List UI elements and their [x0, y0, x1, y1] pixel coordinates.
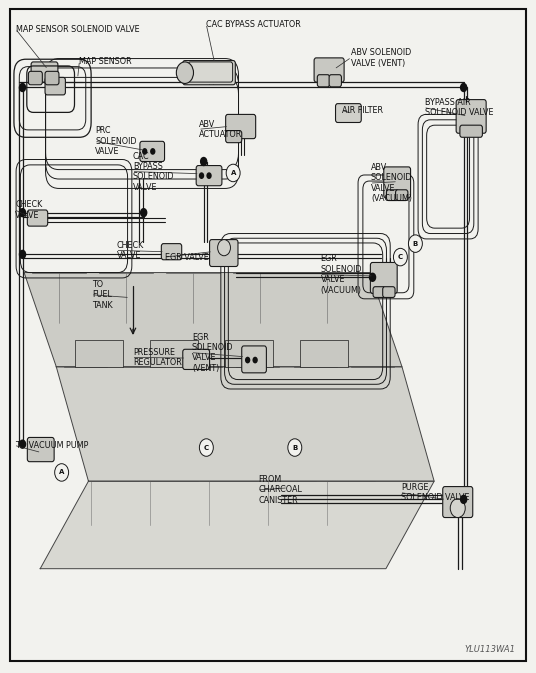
Text: C: C [398, 254, 403, 260]
FancyBboxPatch shape [210, 240, 238, 267]
Bar [300, 340, 348, 367]
Text: PRC
SOLENOID
VALVE: PRC SOLENOID VALVE [95, 127, 137, 156]
Text: CAC BYPASS ACTUATOR: CAC BYPASS ACTUATOR [206, 20, 301, 30]
Text: MAP SENSOR: MAP SENSOR [79, 57, 132, 67]
FancyBboxPatch shape [183, 61, 235, 85]
Text: ABV
SOLENOID
VALVE
(VACUUM): ABV SOLENOID VALVE (VACUUM) [371, 163, 412, 203]
Text: CHECK
VALVE: CHECK VALVE [117, 241, 144, 260]
Circle shape [288, 439, 302, 456]
FancyBboxPatch shape [396, 190, 408, 201]
FancyBboxPatch shape [314, 58, 344, 82]
Text: MAP SENSOR SOLENOID VALVE: MAP SENSOR SOLENOID VALVE [16, 25, 140, 34]
Circle shape [19, 250, 26, 259]
Text: C: C [204, 445, 209, 450]
Text: BYPASS AIR
SOLENOID VALVE: BYPASS AIR SOLENOID VALVE [425, 98, 493, 117]
Circle shape [55, 464, 69, 481]
FancyBboxPatch shape [370, 262, 397, 293]
Circle shape [150, 148, 155, 155]
Circle shape [450, 499, 465, 518]
Circle shape [19, 83, 26, 92]
Text: B: B [292, 445, 297, 450]
Circle shape [176, 62, 193, 83]
FancyBboxPatch shape [460, 125, 482, 137]
Text: EGR
SOLENOID
VALVE
(VENT): EGR SOLENOID VALVE (VENT) [192, 332, 233, 373]
FancyBboxPatch shape [226, 131, 242, 143]
Text: ABV
ACTUATOR: ABV ACTUATOR [199, 120, 243, 139]
FancyBboxPatch shape [226, 114, 256, 139]
FancyBboxPatch shape [336, 104, 361, 122]
FancyBboxPatch shape [161, 244, 182, 260]
Circle shape [245, 357, 250, 363]
FancyBboxPatch shape [196, 166, 222, 186]
Polygon shape [40, 481, 434, 569]
Circle shape [218, 240, 230, 256]
Text: AIR FILTER: AIR FILTER [342, 106, 383, 115]
Text: TO VACUUM PUMP: TO VACUUM PUMP [15, 441, 88, 450]
Circle shape [408, 235, 422, 252]
Text: ABV SOLENOID
VALVE (VENT): ABV SOLENOID VALVE (VENT) [351, 48, 411, 67]
FancyBboxPatch shape [45, 71, 59, 85]
Polygon shape [56, 367, 434, 481]
Circle shape [19, 208, 26, 217]
Text: A: A [59, 470, 64, 475]
Circle shape [460, 83, 467, 92]
FancyBboxPatch shape [28, 71, 42, 85]
FancyBboxPatch shape [383, 287, 395, 297]
Bar [75, 340, 123, 367]
FancyBboxPatch shape [27, 210, 48, 226]
FancyBboxPatch shape [443, 487, 473, 518]
FancyBboxPatch shape [140, 141, 165, 162]
Circle shape [206, 172, 212, 179]
Circle shape [200, 157, 207, 166]
Circle shape [140, 208, 147, 217]
Text: EGR VALVE: EGR VALVE [165, 252, 209, 262]
FancyBboxPatch shape [242, 346, 266, 373]
Circle shape [226, 164, 240, 182]
Text: EGR
SOLENOID
VALVE
(VACUUM): EGR SOLENOID VALVE (VACUUM) [321, 254, 362, 295]
FancyBboxPatch shape [456, 100, 486, 133]
Circle shape [369, 273, 376, 282]
FancyBboxPatch shape [373, 287, 385, 297]
FancyBboxPatch shape [27, 437, 54, 462]
FancyBboxPatch shape [329, 75, 341, 87]
Circle shape [19, 439, 26, 449]
Text: PURGE
SOLENOID VALVE: PURGE SOLENOID VALVE [401, 483, 470, 502]
Circle shape [199, 439, 213, 456]
Circle shape [460, 495, 467, 504]
Text: YLU113WA1: YLU113WA1 [465, 645, 516, 654]
Text: PRESSURE
REGULATOR: PRESSURE REGULATOR [133, 348, 182, 367]
Text: B: B [413, 241, 418, 246]
FancyBboxPatch shape [183, 349, 210, 369]
Circle shape [199, 172, 204, 179]
Circle shape [142, 148, 147, 155]
Bar [150, 340, 198, 367]
Text: CAC
BYPASS
SOLENOID
VALVE: CAC BYPASS SOLENOID VALVE [133, 151, 174, 192]
Text: CHECK
VALVE: CHECK VALVE [15, 201, 42, 219]
FancyBboxPatch shape [31, 62, 58, 82]
Text: A: A [230, 170, 236, 176]
FancyBboxPatch shape [45, 77, 65, 95]
Circle shape [252, 357, 258, 363]
FancyBboxPatch shape [317, 75, 330, 87]
Circle shape [393, 248, 407, 266]
Bar [225, 340, 273, 367]
FancyBboxPatch shape [384, 167, 411, 198]
Text: FROM
CHARCOAL
CANISTER: FROM CHARCOAL CANISTER [258, 475, 302, 505]
Polygon shape [24, 273, 402, 367]
FancyBboxPatch shape [188, 62, 233, 82]
Text: TO
FUEL
TANK: TO FUEL TANK [92, 280, 113, 310]
FancyBboxPatch shape [386, 190, 399, 201]
